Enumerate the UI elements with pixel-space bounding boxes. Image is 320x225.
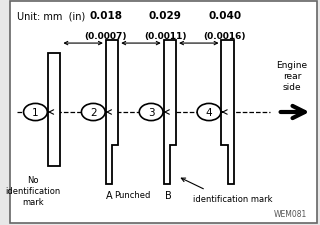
Circle shape xyxy=(139,104,163,121)
Text: 0.018: 0.018 xyxy=(89,11,122,21)
Text: A: A xyxy=(106,190,112,200)
Text: (0.0016): (0.0016) xyxy=(204,32,246,40)
Text: (0.0007): (0.0007) xyxy=(84,32,127,40)
Text: 4: 4 xyxy=(206,108,212,117)
Text: 0.029: 0.029 xyxy=(149,11,182,21)
Text: B: B xyxy=(165,190,172,200)
Circle shape xyxy=(197,104,221,121)
Text: Unit: mm  (in): Unit: mm (in) xyxy=(17,11,85,21)
Circle shape xyxy=(81,104,105,121)
Polygon shape xyxy=(106,40,118,184)
Text: identification mark: identification mark xyxy=(193,195,273,204)
Polygon shape xyxy=(164,40,176,184)
Text: 2: 2 xyxy=(90,108,97,117)
Text: WEM081: WEM081 xyxy=(274,209,308,218)
Text: 1: 1 xyxy=(32,108,39,117)
Text: (0.0011): (0.0011) xyxy=(144,32,187,40)
Text: No
identification
mark: No identification mark xyxy=(5,176,60,207)
Circle shape xyxy=(24,104,47,121)
Polygon shape xyxy=(221,40,234,184)
Text: Punched: Punched xyxy=(114,190,151,199)
Text: 0.040: 0.040 xyxy=(208,11,241,21)
FancyBboxPatch shape xyxy=(11,2,317,223)
Bar xyxy=(48,54,60,166)
Text: 3: 3 xyxy=(148,108,155,117)
Text: Engine
rear
side: Engine rear side xyxy=(276,61,308,92)
